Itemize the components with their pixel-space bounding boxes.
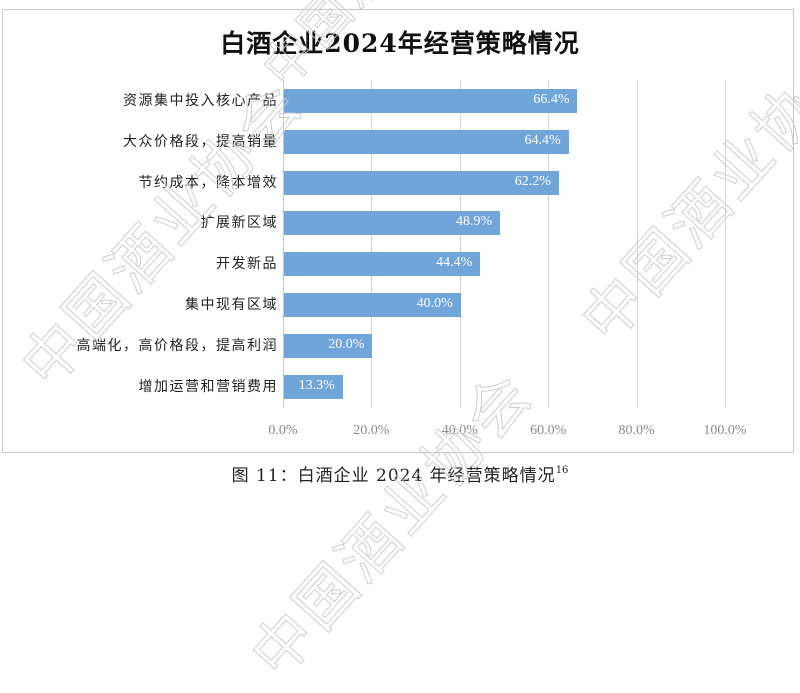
bar: 66.4% xyxy=(284,89,578,113)
plot-area: 66.4% 64.4% 62.2% 48.9% 44.4% 40.0% 20.0% 13.3% xyxy=(283,80,726,408)
x-tick-label: 0.0% xyxy=(268,423,298,438)
bar: 44.4% xyxy=(284,252,481,277)
bar-row: 40.0% xyxy=(283,284,725,325)
bar-value-label: 64.4% xyxy=(524,132,561,148)
category-label: 扩展新区域 xyxy=(200,215,278,232)
x-tick-label: 100.0% xyxy=(703,423,747,438)
bar-value-label: 13.3% xyxy=(298,377,335,393)
gridline xyxy=(725,80,726,408)
footnote-ref: 16 xyxy=(555,465,569,476)
bar-row: 13.3% xyxy=(283,366,725,407)
category-label: 集中现有区域 xyxy=(185,297,278,313)
bar-value-label: 62.2% xyxy=(514,173,551,189)
gridline xyxy=(548,80,550,408)
gridline xyxy=(283,80,284,408)
bar: 13.3% xyxy=(284,374,343,399)
bar-row: 44.4% xyxy=(283,243,725,284)
bar: 64.4% xyxy=(284,129,569,154)
bar-value-label: 44.4% xyxy=(436,255,473,271)
category-label: 开发新品 xyxy=(216,256,278,273)
bar-value-label: 48.9% xyxy=(455,214,493,230)
bar-value-label: 40.0% xyxy=(416,296,453,311)
category-label: 高端化，高价格段，提高利润 xyxy=(76,337,278,354)
category-label: 资源集中投入核心产品 xyxy=(123,93,278,109)
bar-value-label: 20.0% xyxy=(328,336,365,352)
x-tick-label: 20.0% xyxy=(353,423,390,438)
category-label: 增加运营和营销费用 xyxy=(138,378,278,395)
bar: 40.0% xyxy=(284,293,461,317)
category-label: 大众价格段，提高销量 xyxy=(123,133,278,150)
x-tick-label: 40.0% xyxy=(441,423,478,438)
bar: 48.9% xyxy=(284,211,501,236)
x-tick-label: 60.0% xyxy=(530,423,567,438)
category-label: 节约成本，降本增效 xyxy=(138,174,278,191)
gridline xyxy=(371,80,373,408)
figure-caption: 图 11：白酒企业 2024 年经营策略情况16 xyxy=(0,461,800,486)
bar-row: 20.0% xyxy=(283,325,725,366)
chart-title: 白酒企业2024年经营策略情况 xyxy=(220,29,580,58)
bar: 62.2% xyxy=(284,170,559,195)
gridline xyxy=(459,80,461,408)
bar-row: 64.4% xyxy=(283,121,725,162)
caption-text: 图 11：白酒企业 2024 年经营策略情况 xyxy=(231,466,556,486)
bar-row: 48.9% xyxy=(283,202,725,243)
bar-value-label: 66.4% xyxy=(533,92,570,107)
bar-row: 66.4% xyxy=(283,80,725,121)
bar: 20.0% xyxy=(284,333,373,358)
bar-row: 62.2% xyxy=(283,162,725,203)
x-tick-label: 80.0% xyxy=(618,423,655,438)
gridline xyxy=(636,80,638,408)
